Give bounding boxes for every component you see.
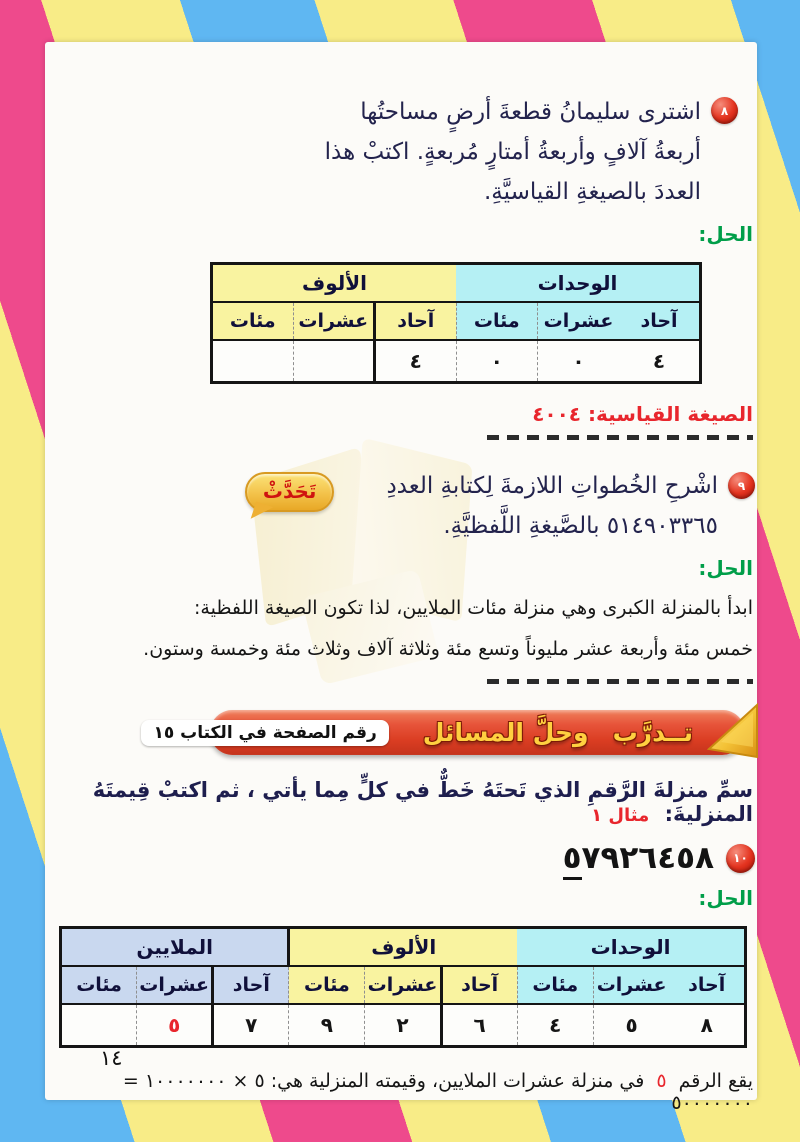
table2-thousands-hundreds-value: ٩: [288, 1004, 365, 1047]
conclusion-prefix: يقع الرقم: [678, 1070, 753, 1092]
solution-label-3: الحل:: [698, 886, 753, 910]
table1-units-tens-header: عشرات: [537, 302, 619, 341]
problem-10-number-badge: ١٠: [726, 843, 755, 873]
place-value-table-1: الوحدات الألوف آحاد عشرات مئات آحاد عشرا…: [210, 262, 702, 384]
conclusion-highlighted-digit: ٥: [656, 1070, 667, 1092]
problem-10-number: ٥٧٩٢٦٤٥٨: [562, 840, 714, 880]
table1-thousands-ones-header: آحاد: [373, 302, 456, 341]
table2-value-row: ٨ ٥ ٤ ٦ ٢ ٩ ٧ ٥: [59, 1004, 746, 1047]
problem-9: ٩ اشْرحِ الخُطواتِ اللازمةَ لِكتابةِ الع…: [45, 466, 755, 546]
table1-thousands-hundreds-header: مئات: [211, 302, 293, 341]
table1-units-hundreds-header: مئات: [455, 302, 538, 341]
problem-8-text: اشترى سليمانُ قطعةَ أرضٍ مساحتُها أربعةُ…: [325, 92, 701, 212]
table1-units-tens-value: ٠: [537, 340, 619, 383]
standard-form-value: ٤٠٠٤: [532, 402, 582, 426]
table2-units-ones-value: ٨: [669, 1004, 746, 1047]
exercise-instruction: سمِّ منزلةَ الرَّقمِ الذي تَحتَهُ خَطٌّ …: [45, 778, 753, 826]
banner-title-part2: وحلَّ المسائل: [422, 718, 589, 747]
problem-8: ٨ اشترى سليمانُ قطعةَ أرضٍ مساحتُها أربع…: [45, 92, 738, 212]
table1-units-ones-header: آحاد: [619, 302, 701, 341]
table2-thousands-ones-header: آحاد: [439, 966, 518, 1005]
table2-millions-hundreds-value: [59, 1004, 137, 1047]
banner-arrow-icon: [706, 703, 758, 759]
table1-thousands-tens-value: [292, 340, 375, 383]
table2-units-hundreds-header: مئات: [516, 966, 594, 1005]
solution-label-1: الحل:: [698, 222, 753, 246]
problem-9-solution: ابدأ بالمنزلة الكبرى وهي منزلة مئات المل…: [45, 588, 753, 670]
table1-subheader-row: آحاد عشرات مئات آحاد عشرات مئات: [211, 302, 701, 341]
solution-label-2: الحل:: [698, 556, 753, 580]
table2-units-tens-header: عشرات: [592, 966, 670, 1005]
problem-9-line-1: اشْرحِ الخُطواتِ اللازمةَ لِكتابةِ العدد…: [386, 473, 718, 499]
table2-units-group-header: الوحدات: [517, 927, 746, 967]
problem-9-number-badge: ٩: [728, 472, 755, 499]
problem-8-line-1: اشترى سليمانُ قطعةَ أرضٍ مساحتُها: [360, 99, 701, 125]
table2-thousands-tens-value: ٢: [364, 1004, 442, 1047]
book-page-reference: رقم الصفحة في الكتاب ١٥: [141, 719, 389, 746]
table2-millions-tens-value-highlighted: ٥: [136, 1004, 213, 1047]
table2-millions-hundreds-header: مئات: [59, 966, 137, 1005]
table1-thousands-ones-value: ٤: [373, 340, 456, 383]
table2-units-ones-header: آحاد: [669, 966, 746, 1005]
table2-group-header-row: الوحدات الألوف الملايين: [58, 927, 746, 967]
solution-line-1: ابدأ بالمنزلة الكبرى وهي منزلة مئات المل…: [194, 597, 753, 619]
table1-group-header-row: الوحدات الألوف: [210, 263, 701, 303]
example-tag: مثال ١: [591, 805, 650, 826]
table2-millions-ones-header: آحاد: [211, 966, 289, 1005]
problem-9-text: اشْرحِ الخُطواتِ اللازمةَ لِكتابةِ العدد…: [386, 466, 718, 546]
problem-8-line-2: أربعةُ آلافٍ وأربعةُ أمتارٍ مُربعةٍ. اكت…: [324, 139, 701, 165]
table1-thousands-group-header: الألوف: [210, 263, 456, 303]
problem-8-number-badge: ٨: [711, 97, 738, 124]
page-number: ١٤: [100, 1046, 123, 1070]
underlined-digit: ٥: [562, 840, 582, 880]
table2-millions-tens-header: عشرات: [136, 966, 213, 1005]
table1-thousands-hundreds-value: [211, 340, 293, 383]
table2-units-hundreds-value: ٤: [516, 1004, 594, 1047]
dashed-answer-line-1: [487, 435, 753, 440]
table2-units-tens-value: ٥: [592, 1004, 670, 1047]
place-value-table-2: الوحدات الألوف الملايين آحاد عشرات مئات …: [58, 926, 747, 1048]
practice-banner-pill: تــدرَّب وحلَّ المسائل رقم الصفحة في الك…: [141, 710, 745, 755]
conclusion-text: في منزلة عشرات الملايين، وقيمته المنزلية…: [122, 1070, 753, 1114]
table1-value-row: ٤ ٠ ٠ ٤: [211, 340, 701, 383]
conclusion-statement: يقع الرقم ٥ في منزلة عشرات الملايين، وقي…: [45, 1070, 753, 1114]
table2-millions-ones-value: ٧: [211, 1004, 289, 1047]
practice-banner: تــدرَّب وحلَّ المسائل رقم الصفحة في الك…: [45, 703, 758, 759]
problem-8-line-3: العددَ بالصيغةِ القياسيَّةِ.: [484, 179, 701, 205]
banner-title-part1: تــدرَّب: [612, 718, 693, 747]
table1-units-hundreds-value: ٠: [455, 340, 538, 383]
problem-10: ١٠ ٥٧٩٢٦٤٥٨: [45, 840, 755, 880]
table1-units-group-header: الوحدات: [456, 263, 701, 303]
table2-millions-group-header: الملايين: [58, 927, 289, 967]
table1-units-ones-value: ٤: [619, 340, 701, 383]
standard-form-label: الصيغة القياسية:: [587, 402, 753, 426]
talk-speech-bubble-icon: تَحَدَّثْ: [244, 472, 335, 512]
table2-thousands-group-header: الألوف: [287, 927, 518, 967]
table2-subheader-row: آحاد عشرات مئات آحاد عشرات مئات آحاد عشر…: [59, 966, 746, 1005]
standard-form-answer: الصيغة القياسية: ٤٠٠٤: [45, 402, 753, 426]
instruction-text: سمِّ منزلةَ الرَّقمِ الذي تَحتَهُ خَطٌّ …: [92, 778, 753, 826]
problem-9-line-2: ٥١٤٩٠٣٣٦٥ بالصَّيغةِ اللَّفظيَّةِ.: [443, 513, 718, 539]
dashed-answer-line-2: [487, 679, 753, 684]
remaining-digits: ٧٩٢٦٤٥٨: [581, 840, 714, 876]
table1-thousands-tens-header: عشرات: [292, 302, 375, 341]
table2-thousands-hundreds-header: مئات: [288, 966, 365, 1005]
table2-thousands-tens-header: عشرات: [364, 966, 442, 1005]
textbook-page: ٨ اشترى سليمانُ قطعةَ أرضٍ مساحتُها أربع…: [45, 42, 758, 1114]
solution-line-2: خمس مئة وأربعة عشر مليوناً وتسع مئة وثلا…: [143, 638, 753, 660]
table2-thousands-ones-value: ٦: [439, 1004, 518, 1047]
